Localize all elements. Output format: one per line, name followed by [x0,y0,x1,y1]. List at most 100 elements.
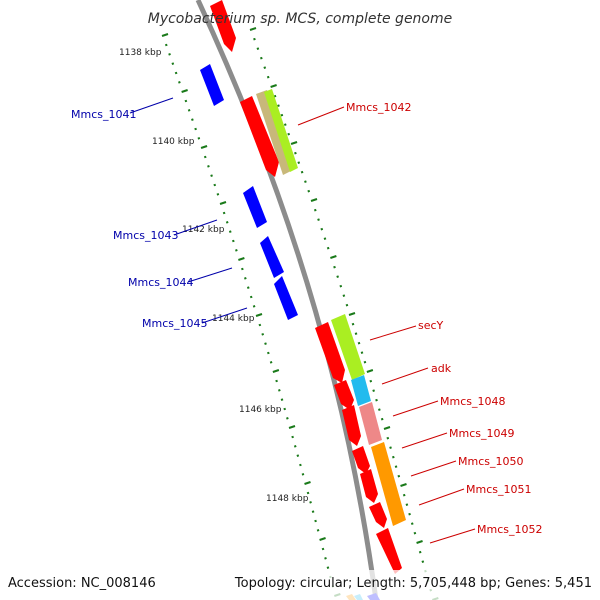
gene-label-Mmcs_1042[interactable]: Mmcs_1042 [346,101,411,114]
scale-label-1142: 1142 kbp [182,225,225,235]
tick-mark [207,165,210,168]
tick-mark [181,89,188,93]
tick-mark [394,465,398,468]
tick-mark [263,66,267,69]
leader-line-Mmcs_1048 [392,400,439,417]
tick-mark [200,145,208,149]
tick-mark [287,132,291,136]
tick-mark [288,425,296,429]
tick-mark [293,445,297,448]
tick-mark [316,529,320,532]
gene-label-Mmcs_1051[interactable]: Mmcs_1051 [466,483,531,496]
leader-line-Mmcs_1051 [418,488,465,506]
cog-block-Mmcs_1042-tan [256,90,293,175]
cog-block-Mmcs_1050 [371,442,406,526]
tick-mark [255,313,263,317]
gene-label-Mmcs_1043[interactable]: Mmcs_1043 [113,229,178,242]
gene-arrow-Mmcs_1050[interactable] [360,469,378,503]
gene-arrow-Mmcs_1048[interactable] [342,405,361,446]
gene-label-Mmcs_1041[interactable]: Mmcs_1041 [71,108,136,121]
tick-mark [216,193,220,196]
tick-mark [300,170,304,174]
tick-mark [410,522,414,525]
tick-mark [345,303,349,307]
tick-mark [351,322,355,326]
tick-mark [310,198,318,202]
tick-mark [280,398,284,401]
tick-mark [400,483,407,487]
tick-mark [266,75,270,79]
gene-arrow-adk[interactable] [334,380,354,410]
tick-mark [178,81,181,84]
gene-arrow-Mmcs_1052[interactable] [376,528,402,574]
gene-label-Mmcs_1049[interactable]: Mmcs_1049 [449,427,514,440]
tick-mark [333,265,336,269]
tick-mark [405,503,409,506]
tick-mark [249,295,253,299]
gene-label-secY[interactable]: secY [418,319,444,332]
tick-mark [174,71,178,75]
gene-arrow-Mmcs_1041[interactable] [200,64,224,106]
tick-mark [323,237,327,240]
tick-mark [184,99,188,103]
tick-mark [408,512,411,516]
gene-arrow-Mmcs_1051[interactable] [369,502,387,528]
scale-label-1140: 1140 kbp [152,137,195,147]
tick-mark [304,180,307,183]
tick-mark [354,332,358,335]
tick-mark [246,286,250,289]
tick-mark [360,351,364,354]
tick-mark [269,361,273,364]
gene-label-Mmcs_1052[interactable]: Mmcs_1052 [477,523,542,536]
cog-block-Mmcs_1048 [359,402,382,445]
gene-arrow-Mmcs_1044[interactable] [260,236,284,278]
tick-mark [397,474,401,478]
gene-label-Mmcs_1045[interactable]: Mmcs_1045 [142,317,207,330]
footer-accession: Accession: NC_008146 [8,576,156,591]
map-title: Mycobacterium sp. MCS, complete genome [148,11,453,27]
tick-mark [416,540,423,544]
tick-mark [270,84,277,88]
gene-arrow-Mmcs_1045[interactable] [274,276,298,320]
gene-label-adk[interactable]: adk [431,362,452,375]
tick-mark [266,351,270,355]
tick-mark [272,369,280,373]
tick-mark [369,379,373,383]
tick-mark [258,323,262,327]
tick-mark [380,417,384,421]
tick-mark [326,246,330,250]
tick-mark [253,37,256,41]
tick-mark [418,550,422,554]
tick-mark [307,189,311,193]
tick-mark [301,473,305,476]
tick-mark [402,493,406,497]
tick-mark [330,255,337,259]
gene-label-Mmcs_1050[interactable]: Mmcs_1050 [458,455,523,468]
tick-mark [366,369,374,373]
gene-label-Mmcs_1048[interactable]: Mmcs_1048 [440,395,505,408]
gene-arrow-secY[interactable] [315,322,345,383]
tick-mark [363,360,367,364]
gene-arrow-Mmcs_1043[interactable] [243,186,267,228]
tick-mark [313,208,317,212]
tick-mark [296,454,300,457]
scale-label-1148: 1148 kbp [266,494,309,504]
tick-mark [283,123,287,126]
tick-mark [260,56,263,60]
tick-mark [306,491,310,495]
tick-mark [203,155,207,159]
leader-lines [129,97,476,544]
tick-mark [291,435,294,439]
gene-label-Mmcs_1044[interactable]: Mmcs_1044 [128,276,193,289]
scale-label-1144: 1144 kbp [212,314,255,324]
gene-arrow-Mmcs_1049[interactable] [352,446,370,474]
cog-block-Mmcs_1042-lime [264,89,298,172]
tick-mark [342,294,346,297]
tick-mark [286,417,289,420]
gene-arrow-partial-top[interactable] [210,0,236,52]
gene-arrow-Mmcs_1042[interactable] [240,96,279,177]
tick-mark [238,257,245,261]
tick-mark [421,560,425,563]
tick-mark [191,118,194,121]
